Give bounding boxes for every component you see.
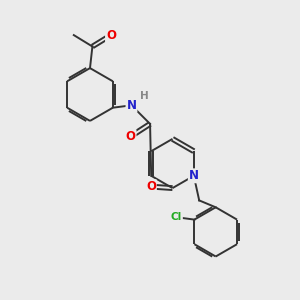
Text: O: O (106, 28, 116, 42)
Text: N: N (189, 169, 199, 182)
Text: H: H (140, 91, 148, 101)
Text: O: O (126, 130, 136, 143)
Text: Cl: Cl (171, 212, 182, 222)
Text: O: O (146, 180, 156, 193)
Text: N: N (127, 99, 136, 112)
